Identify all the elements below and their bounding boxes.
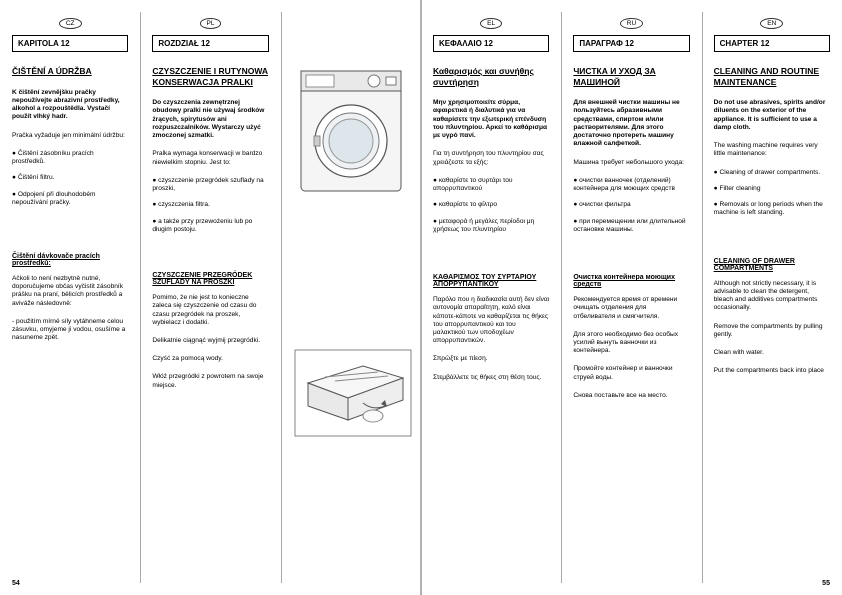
- drawer-illustration: [293, 348, 413, 438]
- sub-para: Промойте контейнер и ванночки струей вод…: [573, 365, 689, 381]
- sub-heading: ΚΑΘΑΡΙΣΜΟΣ ΤΟΥ ΣΥΡΤΑΡΙΟΥ ΑΠΟΡΡΥΠΑΝΤΙΚΟΥ: [433, 274, 549, 288]
- lang-flag-ru: RU: [573, 18, 689, 29]
- sub-para: Delikatnie ciągnąć wyjmij przegródki.: [152, 337, 268, 345]
- washing-machine-illustration: [296, 66, 406, 196]
- intro-text: Μην χρησιμοποιείτε σύρμα, αφαιρετικά ή δ…: [433, 99, 549, 140]
- bullet-item: очистки ванночек (отделений) контейнера …: [573, 177, 689, 193]
- sub-para: Put the compartments back into place: [714, 367, 830, 375]
- section-title: CLEANING AND ROUTINE MAINTENANCE: [714, 66, 830, 87]
- bullet-item: Cleaning of drawer compartments.: [714, 169, 830, 177]
- sub-para: - použitím mírné síly vytáhneme celou zá…: [12, 318, 128, 343]
- bullet-item: czyszczenie przegródek szuflady na prosz…: [152, 177, 268, 193]
- bullet-item: очистки фильтра: [573, 201, 689, 209]
- sub-para: Снова поставьте все на место.: [573, 392, 689, 400]
- sub-heading: CLEANING OF DRAWER COMPARTMENTS: [714, 258, 830, 272]
- intro-text: Для внешней чистки машины не пользуйтесь…: [573, 99, 689, 148]
- lead-text: The washing machine requires very little…: [714, 142, 830, 158]
- bullet-item: czyszczenia filtra.: [152, 201, 268, 209]
- lang-flag-el: EL: [433, 18, 549, 29]
- bullet-item: при перемещении или длительной остановке…: [573, 218, 689, 234]
- bullet-item: Removals or long periods when the machin…: [714, 201, 830, 217]
- bullet-item: Filter cleaning: [714, 185, 830, 193]
- chapter-box: ΚΕΦΑΛΑΙΟ 12: [433, 35, 549, 52]
- sub-para: Pomimo, że nie jest to konieczne zaleca …: [152, 294, 268, 327]
- lang-flag-cz: CZ: [12, 18, 128, 29]
- sub-para: Clean with water.: [714, 349, 830, 357]
- sub-heading: CZYSZCZENIE PRZEGRÓDEK SZUFLADY NA PROSZ…: [152, 272, 268, 286]
- chapter-box: ПАРАГРАФ 12: [573, 35, 689, 52]
- sub-para: Для этого необходимо без особых усилий в…: [573, 331, 689, 356]
- sub-para: Although not strictly necessary, it is a…: [714, 280, 830, 313]
- lang-flag-en: EN: [714, 18, 830, 29]
- column-illustrations: [281, 0, 421, 595]
- sub-heading: Очистка контейнера моющих средств: [573, 274, 689, 288]
- column-ru: RU ПАРАГРАФ 12 ЧИСТКА И УХОД ЗА МАШИНОЙ …: [561, 0, 701, 595]
- sub-para: Ačkoli to není nezbytně nutné, doporučuj…: [12, 275, 128, 308]
- page-number-right: 55: [822, 580, 830, 587]
- lead-text: Машина требует небольшого ухода:: [573, 159, 689, 167]
- manual-spread: CZ KAPITOLA 12 ČIŠTĚNÍ A ÚDRŽBA K čištěn…: [0, 0, 842, 595]
- sub-para: Czyść za pomocą wody.: [152, 355, 268, 363]
- page-number-left: 54: [12, 580, 20, 587]
- sub-para: Σπρώξτε με πίεση.: [433, 355, 549, 363]
- lead-text: Για τη συντήρηση του πλυντηρίου σας χρει…: [433, 150, 549, 166]
- column-cz: CZ KAPITOLA 12 ČIŠTĚNÍ A ÚDRŽBA K čištěn…: [0, 0, 140, 595]
- chapter-box: ROZDZIAŁ 12: [152, 35, 268, 52]
- column-en: EN CHAPTER 12 CLEANING AND ROUTINE MAINT…: [702, 0, 842, 595]
- section-title: CZYSZCZENIE I RUTYNOWA KONSERWACJA PRALK…: [152, 66, 268, 87]
- lead-text: Pralka wymaga konserwacji w bardzo niewi…: [152, 150, 268, 166]
- column-pl: PL ROZDZIAŁ 12 CZYSZCZENIE I RUTYNOWA KO…: [140, 0, 280, 595]
- lead-text: Pračka vyžaduje jen minimální údržbu:: [12, 132, 128, 140]
- bullet-item: Odpojení při dlouhodobém nepoužívání pra…: [12, 191, 128, 207]
- intro-text: Do not use abrasives, spirits and/or dil…: [714, 99, 830, 132]
- bullet-item: a także przy przewożeniu lub po długim p…: [152, 218, 268, 234]
- intro-text: K čištění zevnějšku pračky nepoužívejte …: [12, 89, 128, 122]
- intro-text: Do czyszczenia zewnętrznej obudowy pralk…: [152, 99, 268, 140]
- bullet-item: Čištění zásobníku pracích prostředků.: [12, 150, 128, 166]
- section-title: ЧИСТКА И УХОД ЗА МАШИНОЙ: [573, 66, 689, 87]
- bullet-item: Čištění filtru.: [12, 174, 128, 182]
- sub-para: Włóż przegródki z powrotem na swoje miej…: [152, 373, 268, 389]
- sub-para: Remove the compartments by pulling gentl…: [714, 323, 830, 339]
- sub-heading: Čištění dávkovače pracích prostředků:: [12, 253, 128, 267]
- sub-para: Παρόλο που η διαδικασία αυτή δεν είναι α…: [433, 296, 549, 345]
- page-spine: [420, 0, 422, 595]
- chapter-box: KAPITOLA 12: [12, 35, 128, 52]
- bullet-item: καθαρίστε το φίλτρο: [433, 201, 549, 209]
- chapter-box: CHAPTER 12: [714, 35, 830, 52]
- lang-flag-pl: PL: [152, 18, 268, 29]
- sub-para: Στεμβάλλετε τις θήκες στη θέση τους.: [433, 374, 549, 382]
- section-title: Καθαρισμός και συνήθης συντήρηση: [433, 66, 549, 87]
- section-title: ČIŠTĚNÍ A ÚDRŽBA: [12, 66, 128, 77]
- bullet-item: μεταφορά ή μεγάλες περίοδοι μη χρήσεως τ…: [433, 218, 549, 234]
- bullet-item: καθαρίστε το συρτάρι του απορρυπαντικού: [433, 177, 549, 193]
- sub-para: Рекомендуется время от времени очищать о…: [573, 296, 689, 321]
- column-el: EL ΚΕΦΑΛΑΙΟ 12 Καθαρισμός και συνήθης συ…: [421, 0, 561, 595]
